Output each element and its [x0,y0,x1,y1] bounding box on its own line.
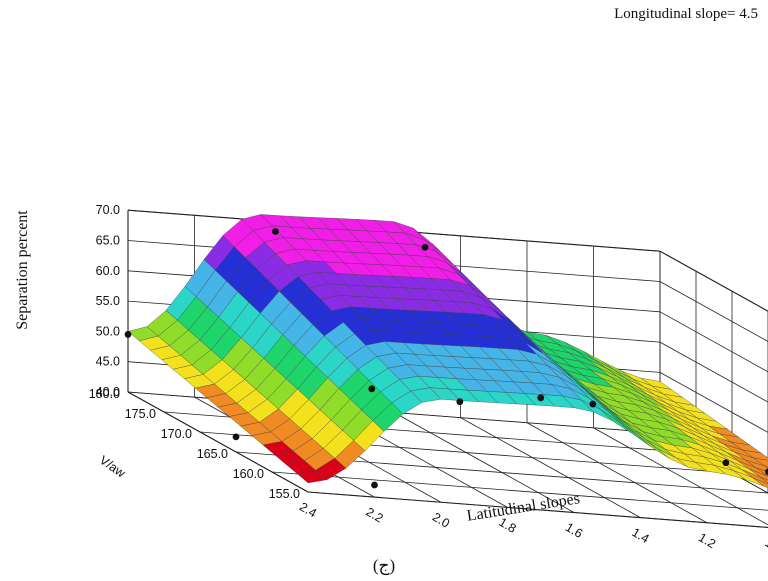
observed-points [124,228,768,489]
surface-patch [745,459,768,472]
longitudinal-slope-annotation: Longitudinal slope= 4.5 [614,6,758,22]
observed-point [765,468,768,476]
z-tick-left: 50.0 [96,324,120,338]
y-tick: 175.0 [125,407,156,421]
side-wall-gridline [659,281,768,342]
floor-gridline [526,422,708,524]
y-tick: 170.0 [161,427,192,441]
y-tick: 160.0 [233,467,264,481]
x-tick: 1.2 [696,530,718,551]
left-floor-edge [127,391,309,493]
observed-point [722,459,730,467]
surface-patch [753,457,768,467]
figure-caption: (ج) [372,556,396,575]
y-tick: 155.0 [269,487,300,501]
surface-patch [760,477,768,484]
surface-patch [737,460,768,477]
x-axis-title: Latitudinal slopes [466,490,581,525]
front-floor-edge [307,491,768,529]
response-surface [127,214,768,489]
x-tick: 1.6 [563,520,585,541]
x-tick: 2.0 [430,510,452,531]
x-tick: 1.0 [762,535,768,556]
z-tick-left: 40.0 [96,385,120,399]
x-tick: 2.2 [363,505,385,526]
observed-point [589,400,597,408]
floor-gridline [271,471,768,511]
surface-patch [742,449,768,461]
z-axis-title: Separation percent [14,210,31,330]
surface-patch [756,468,768,477]
surface-patch [741,469,768,485]
z-tick-left: 70.0 [96,203,120,217]
observed-point [232,433,240,441]
observed-point [456,398,464,406]
side-wall-gridline [659,372,768,433]
z-tick-left: 55.0 [96,294,120,308]
observed-point [368,385,376,393]
floor-gridline [593,427,768,526]
side-wall-gridline [659,341,768,403]
x-tick: 1.4 [629,525,651,546]
floor-gridline [460,417,641,518]
y-axis-title: V/aw [97,453,129,481]
observed-point [272,228,279,235]
side-wall-gridline [659,250,768,312]
z-tick-left: 65.0 [96,234,120,248]
y-tick: 165.0 [197,447,228,461]
surface-patch [752,477,768,489]
observed-point [371,481,378,489]
surface-patch [749,468,768,481]
y-tick: 180.0 [89,387,120,401]
side-wall-gridline [659,311,768,373]
surface-patch [764,465,768,469]
x-tick: 2.4 [297,500,319,521]
observed-point [124,331,132,338]
z-tick-left: 60.0 [96,264,120,278]
top-side-edge [659,250,768,312]
observed-point [537,394,545,402]
tick-labels: 40.045.050.055.060.065.070.040.045.050.0… [89,203,768,556]
z-tick-left: 45.0 [96,355,120,369]
floor-gridline [393,412,575,513]
observed-point [421,243,429,251]
